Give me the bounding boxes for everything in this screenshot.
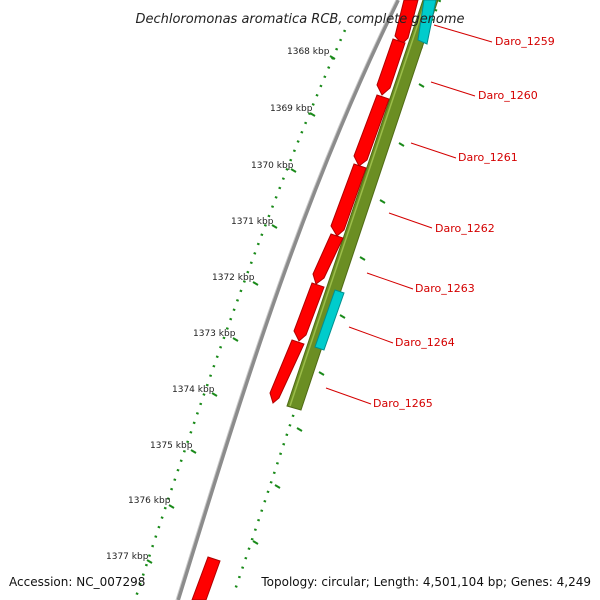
gene-bar-highlight — [289, 0, 427, 407]
gene-labels: Daro_1259 Daro_1260 Daro_1261 Daro_1262 … — [373, 35, 555, 410]
tick-mark — [398, 142, 405, 147]
tick-mark — [232, 337, 239, 342]
tick-mark — [359, 256, 366, 261]
tick-mark — [339, 314, 346, 319]
tick-mark — [252, 281, 259, 286]
tick-label-1376: 1376 kbp — [128, 496, 171, 506]
tick-label-1368: 1368 kbp — [287, 47, 330, 57]
tick-mark — [190, 449, 197, 454]
leader-line — [433, 24, 493, 43]
tick-mark — [318, 371, 325, 376]
leader-line — [430, 81, 476, 97]
tick-mark — [274, 484, 281, 489]
tick-label-1370: 1370 kbp — [251, 161, 294, 171]
feature-block[interactable] — [417, 0, 437, 45]
genome-backbone — [176, 0, 400, 600]
tick-mark — [168, 504, 175, 509]
cds-arrow[interactable] — [353, 94, 390, 167]
tick-mark — [271, 224, 278, 229]
tick-label-1369: 1369 kbp — [270, 104, 313, 114]
cds-arrow[interactable] — [269, 339, 305, 404]
cds-arrow[interactable] — [394, 0, 419, 45]
label-leaders — [325, 24, 493, 405]
leader-line — [325, 387, 372, 405]
gene-label-daro-1260[interactable]: Daro_1260 — [478, 89, 538, 102]
tick-mark — [211, 392, 218, 397]
map-title: Dechloromonas aromatica RCB, complete ge… — [135, 12, 464, 27]
tick-mark — [146, 559, 153, 564]
tick-label-1375: 1375 kbp — [150, 441, 193, 451]
tick-mark — [296, 427, 303, 432]
gene-label-daro-1259[interactable]: Daro_1259 — [495, 35, 555, 48]
cds-arrow[interactable] — [376, 38, 406, 96]
tick-label-1377: 1377 kbp — [106, 552, 149, 562]
tick-mark — [309, 112, 316, 117]
tick-mark — [252, 540, 259, 545]
tick-mark — [379, 199, 386, 204]
tick-mark — [329, 55, 336, 60]
genome-backbone-highlight — [175, 0, 397, 600]
cds-arrow[interactable] — [293, 282, 325, 342]
tick-mark — [418, 83, 425, 88]
tick-label-1373: 1373 kbp — [193, 329, 236, 339]
gene-label-daro-1263[interactable]: Daro_1263 — [415, 282, 475, 295]
leader-line — [348, 326, 394, 344]
cds-track — [191, 0, 419, 600]
cds-arrow[interactable] — [312, 233, 344, 285]
gene-track — [286, 0, 439, 411]
gene-label-daro-1261[interactable]: Daro_1261 — [458, 151, 518, 164]
cds-arrow[interactable] — [330, 163, 367, 237]
feature-block[interactable] — [314, 289, 345, 351]
gene-label-daro-1264[interactable]: Daro_1264 — [395, 336, 455, 349]
cds-arrow[interactable] — [191, 556, 221, 600]
leader-line — [410, 142, 457, 159]
tick-mark — [290, 168, 297, 173]
gene-label-daro-1265[interactable]: Daro_1265 — [373, 397, 433, 410]
tick-label-1371: 1371 kbp — [231, 217, 274, 227]
leader-line — [388, 212, 433, 229]
gene-label-daro-1262[interactable]: Daro_1262 — [435, 222, 495, 235]
accession-text: Accession: NC_007298 — [9, 575, 145, 589]
tick-label-1372: 1372 kbp — [212, 273, 255, 283]
ruler-ticks: 1368 kbp 1369 kbp 1370 kbp 1371 kbp 1372… — [106, 47, 425, 564]
leader-line — [366, 272, 414, 290]
feature-track — [314, 0, 437, 351]
gene-bar[interactable] — [286, 0, 439, 411]
topology-text: Topology: circular; Length: 4,501,104 bp… — [260, 575, 591, 589]
tick-label-1374: 1374 kbp — [172, 385, 215, 395]
